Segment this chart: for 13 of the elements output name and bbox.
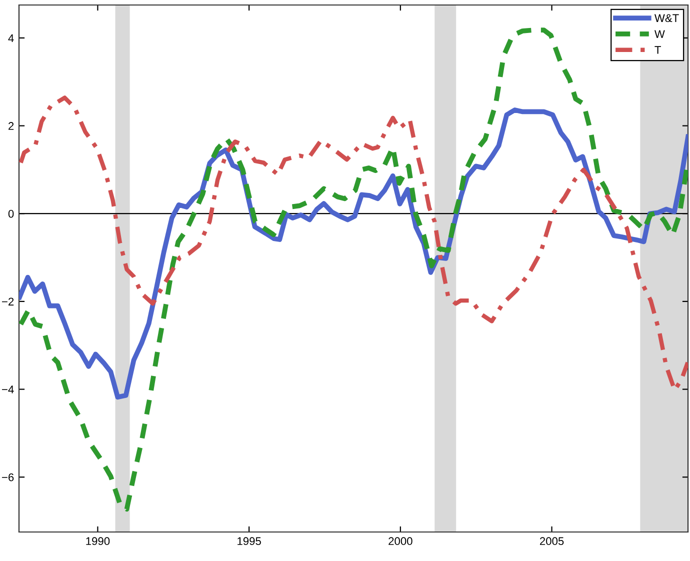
y-tick-label: −2 <box>2 298 14 306</box>
y-tick-label: −6 <box>2 473 14 482</box>
y-tick-label: 4 <box>8 34 14 42</box>
x-tick-label: 1990 <box>86 537 110 546</box>
legend-label: W&T <box>654 14 679 22</box>
y-tick-label: −4 <box>2 386 14 394</box>
x-tick-label: 2000 <box>388 537 412 546</box>
x-tick-label: 1995 <box>238 537 261 546</box>
legend-label: W <box>654 30 665 38</box>
legend-label: T <box>654 46 661 54</box>
y-tick-label: 0 <box>8 210 14 218</box>
y-tick-label: 2 <box>8 122 14 130</box>
x-tick-label: 2005 <box>540 537 564 546</box>
